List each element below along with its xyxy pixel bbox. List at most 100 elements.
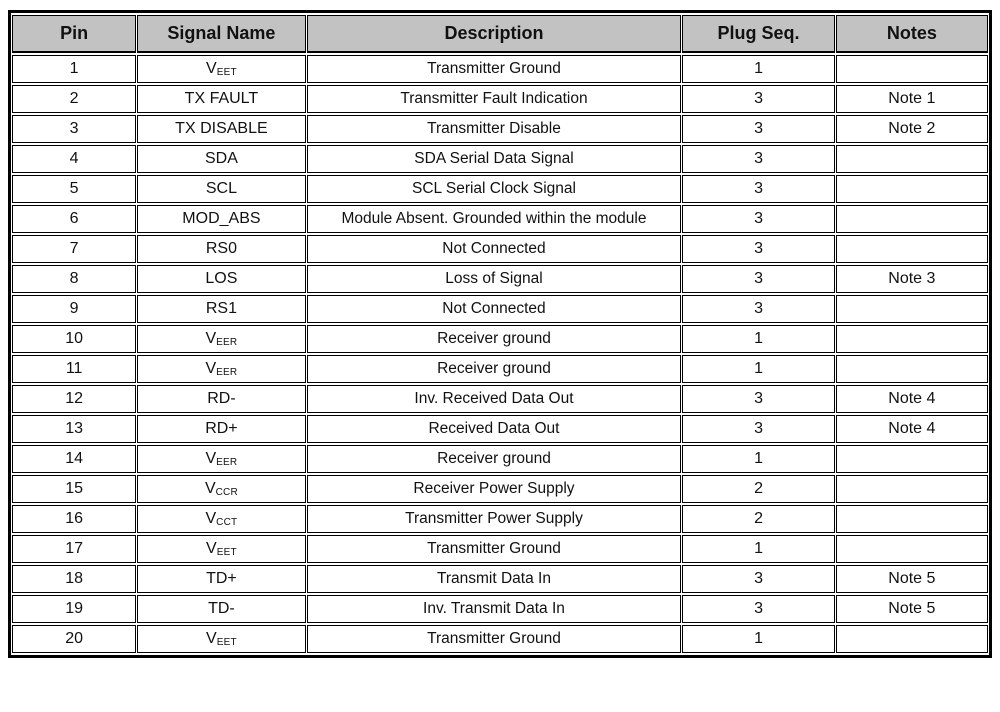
cell-description: Not Connected [306, 235, 682, 263]
cell-pin: 11 [12, 355, 137, 383]
cell-description: Transmitter Ground [306, 625, 682, 653]
table-row: 7 RS0 Not Connected 3 [12, 235, 988, 263]
cell-notes: Note 1 [835, 85, 988, 113]
column-header-pin: Pin [12, 15, 137, 53]
signal-base-text: LOS [205, 270, 238, 287]
table-row: 9 RS1 Not Connected 3 [12, 295, 988, 323]
table-row: 5 SCL SCL Serial Clock Signal 3 [12, 175, 988, 203]
cell-notes [835, 535, 988, 563]
cell-signal-name: SDA [137, 145, 306, 173]
signal-base-text: SDA [204, 150, 238, 167]
signal-base-text: V [205, 330, 217, 347]
cell-plug-seq: 1 [682, 445, 835, 473]
cell-pin: 18 [12, 565, 137, 593]
cell-signal-name: VEER [137, 355, 306, 383]
cell-notes [835, 445, 988, 473]
cell-notes [835, 355, 988, 383]
cell-plug-seq: 3 [682, 115, 835, 143]
cell-notes: Note 5 [835, 595, 988, 623]
cell-plug-seq: 3 [682, 85, 835, 113]
cell-signal-name: RD- [137, 385, 306, 413]
signal-base-text: RS1 [205, 300, 237, 317]
cell-notes [835, 235, 988, 263]
cell-pin: 13 [12, 415, 137, 443]
cell-pin: 3 [12, 115, 137, 143]
cell-pin: 2 [12, 85, 137, 113]
cell-description: Receiver ground [306, 445, 682, 473]
cell-plug-seq: 3 [682, 175, 835, 203]
table-row: 4 SDA SDA Serial Data Signal 3 [12, 145, 988, 173]
cell-signal-name: TD- [137, 595, 306, 623]
cell-plug-seq: 3 [682, 415, 835, 443]
table-row: 8 LOS Loss of Signal 3 Note 3 [12, 265, 988, 293]
table-row: 18 TD+ Transmit Data In 3 Note 5 [12, 565, 988, 593]
signal-subscript-text: CCR [215, 487, 238, 498]
cell-signal-name: RS0 [137, 235, 306, 263]
cell-pin: 10 [12, 325, 137, 353]
table-row: 2 TX FAULT Transmitter Fault Indication … [12, 85, 988, 113]
cell-plug-seq: 1 [682, 55, 835, 83]
cell-description: Inv. Transmit Data In [306, 595, 682, 623]
cell-description: Transmit Data In [306, 565, 682, 593]
cell-signal-name: VEET [137, 625, 306, 653]
table-row: 3 TX DISABLE Transmitter Disable 3 Note … [12, 115, 988, 143]
signal-subscript-text: CCT [216, 517, 238, 528]
header-row: Pin Signal Name Description Plug Seq. No… [12, 15, 988, 53]
signal-subscript-text: EER [216, 457, 238, 468]
cell-signal-name: RD+ [137, 415, 306, 443]
cell-plug-seq: 1 [682, 625, 835, 653]
signal-base-text: RD- [207, 390, 236, 407]
column-header-description: Description [306, 15, 682, 53]
cell-plug-seq: 2 [682, 505, 835, 533]
cell-pin: 6 [12, 205, 137, 233]
table-row: 15 VCCR Receiver Power Supply 2 [12, 475, 988, 503]
signal-base-text: TX FAULT [184, 90, 259, 107]
page: Pin Signal Name Description Plug Seq. No… [8, 10, 992, 658]
cell-plug-seq: 3 [682, 385, 835, 413]
cell-description: Received Data Out [306, 415, 682, 443]
cell-notes [835, 175, 988, 203]
cell-signal-name: VEET [137, 535, 306, 563]
cell-plug-seq: 1 [682, 325, 835, 353]
column-header-signal-name: Signal Name [137, 15, 306, 53]
cell-notes: Note 4 [835, 415, 988, 443]
table-row: 19 TD- Inv. Transmit Data In 3 Note 5 [12, 595, 988, 623]
cell-plug-seq: 1 [682, 355, 835, 383]
column-header-plug-seq: Plug Seq. [682, 15, 835, 53]
signal-subscript-text: EET [216, 547, 237, 558]
cell-description: SCL Serial Clock Signal [306, 175, 682, 203]
cell-description: Transmitter Power Supply [306, 505, 682, 533]
signal-base-text: RD+ [205, 420, 238, 437]
cell-pin: 4 [12, 145, 137, 173]
cell-notes [835, 295, 988, 323]
cell-description: Receiver ground [306, 325, 682, 353]
cell-description: Receiver Power Supply [306, 475, 682, 503]
cell-plug-seq: 2 [682, 475, 835, 503]
cell-plug-seq: 3 [682, 235, 835, 263]
cell-pin: 14 [12, 445, 137, 473]
cell-pin: 17 [12, 535, 137, 563]
signal-base-text: TD+ [206, 570, 237, 587]
cell-pin: 8 [12, 265, 137, 293]
cell-signal-name: VEER [137, 445, 306, 473]
cell-notes [835, 325, 988, 353]
signal-base-text: SCL [205, 180, 237, 197]
signal-base-text: MOD_ABS [182, 210, 261, 227]
table-row: 11 VEER Receiver ground 1 [12, 355, 988, 383]
cell-pin: 1 [12, 55, 137, 83]
cell-signal-name: VCCT [137, 505, 306, 533]
cell-description: Transmitter Ground [306, 55, 682, 83]
table-row: 16 VCCT Transmitter Power Supply 2 [12, 505, 988, 533]
signal-base-text: V [206, 60, 217, 77]
table-row: 13 RD+ Received Data Out 3 Note 4 [12, 415, 988, 443]
signal-base-text: TX DISABLE [175, 120, 268, 137]
cell-plug-seq: 3 [682, 265, 835, 293]
cell-pin: 15 [12, 475, 137, 503]
cell-signal-name: TD+ [137, 565, 306, 593]
cell-plug-seq: 1 [682, 535, 835, 563]
signal-subscript-text: EER [216, 367, 238, 378]
signal-subscript-text: EER [216, 337, 238, 348]
cell-description: Not Connected [306, 295, 682, 323]
cell-pin: 12 [12, 385, 137, 413]
cell-signal-name: VEET [137, 55, 306, 83]
